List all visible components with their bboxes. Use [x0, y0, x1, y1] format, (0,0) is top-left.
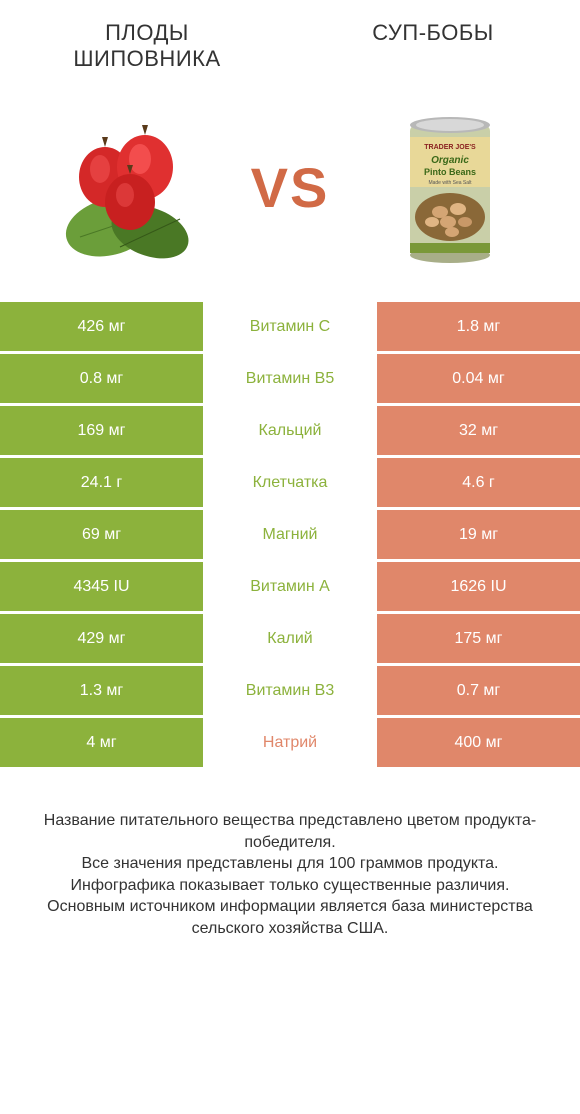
footnote-line: Инфографика показывает только существенн… — [20, 875, 560, 897]
table-row: 69 мгМагний19 мг — [0, 510, 580, 562]
table-row: 24.1 гКлетчатка4.6 г — [0, 458, 580, 510]
header: Плоды шиповника Суп-бобы — [0, 0, 580, 82]
beans-can-image: TRADER JOE'S Organic Pinto Beans Made wi… — [370, 107, 530, 267]
left-value-cell: 69 мг — [0, 510, 203, 562]
right-value-cell: 0.7 мг — [377, 666, 580, 718]
footnote-line: Название питательного вещества представл… — [20, 810, 560, 853]
right-value-cell: 0.04 мг — [377, 354, 580, 406]
nutrient-name-cell: Кальций — [203, 406, 377, 458]
table-row: 426 мгВитамин C1.8 мг — [0, 302, 580, 354]
right-value-cell: 1626 IU — [377, 562, 580, 614]
svg-text:Organic: Organic — [431, 155, 469, 166]
nutrient-name-cell: Магний — [203, 510, 377, 562]
right-value-cell: 4.6 г — [377, 458, 580, 510]
right-value-cell: 1.8 мг — [377, 302, 580, 354]
table-row: 1.3 мгВитамин B30.7 мг — [0, 666, 580, 718]
table-row: 4345 IUВитамин A1626 IU — [0, 562, 580, 614]
can-icon: TRADER JOE'S Organic Pinto Beans Made wi… — [390, 107, 510, 267]
nutrient-name-cell: Клетчатка — [203, 458, 377, 510]
vs-label: VS — [251, 155, 330, 220]
nutrient-name-cell: Витамин C — [203, 302, 377, 354]
footnote-line: Все значения представлены для 100 граммо… — [20, 853, 560, 875]
left-value-cell: 429 мг — [0, 614, 203, 666]
left-value-cell: 169 мг — [0, 406, 203, 458]
svg-text:TRADER JOE'S: TRADER JOE'S — [424, 144, 476, 151]
table-row: 0.8 мгВитамин B50.04 мг — [0, 354, 580, 406]
right-product-title: Суп-бобы — [316, 20, 550, 72]
svg-text:Pinto Beans: Pinto Beans — [424, 167, 476, 177]
left-value-cell: 426 мг — [0, 302, 203, 354]
left-value-cell: 4345 IU — [0, 562, 203, 614]
nutrient-name-cell: Витамин B5 — [203, 354, 377, 406]
right-value-cell: 175 мг — [377, 614, 580, 666]
right-value-cell: 19 мг — [377, 510, 580, 562]
nutrient-name-cell: Калий — [203, 614, 377, 666]
nutrient-name-cell: Витамин B3 — [203, 666, 377, 718]
left-value-cell: 0.8 мг — [0, 354, 203, 406]
footnote: Название питательного вещества представл… — [0, 770, 580, 960]
right-value-cell: 32 мг — [377, 406, 580, 458]
nutrient-name-cell: Витамин A — [203, 562, 377, 614]
comparison-table: 426 мгВитамин C1.8 мг0.8 мгВитамин B50.0… — [0, 302, 580, 770]
left-value-cell: 1.3 мг — [0, 666, 203, 718]
left-value-cell: 4 мг — [0, 718, 203, 770]
table-row: 169 мгКальций32 мг — [0, 406, 580, 458]
table-row: 429 мгКалий175 мг — [0, 614, 580, 666]
table-row: 4 мгНатрий400 мг — [0, 718, 580, 770]
left-product-title: Плоды шиповника — [30, 20, 264, 72]
right-value-cell: 400 мг — [377, 718, 580, 770]
product-images-row: VS TRADER JOE'S Organic Pinto Beans Made… — [0, 82, 580, 302]
nutrient-name-cell: Натрий — [203, 718, 377, 770]
rosehip-image — [50, 107, 210, 267]
svg-text:Made with Sea Salt: Made with Sea Salt — [428, 180, 472, 186]
left-value-cell: 24.1 г — [0, 458, 203, 510]
footnote-line: Основным источником информации является … — [20, 896, 560, 939]
rosehip-icon — [50, 107, 210, 267]
